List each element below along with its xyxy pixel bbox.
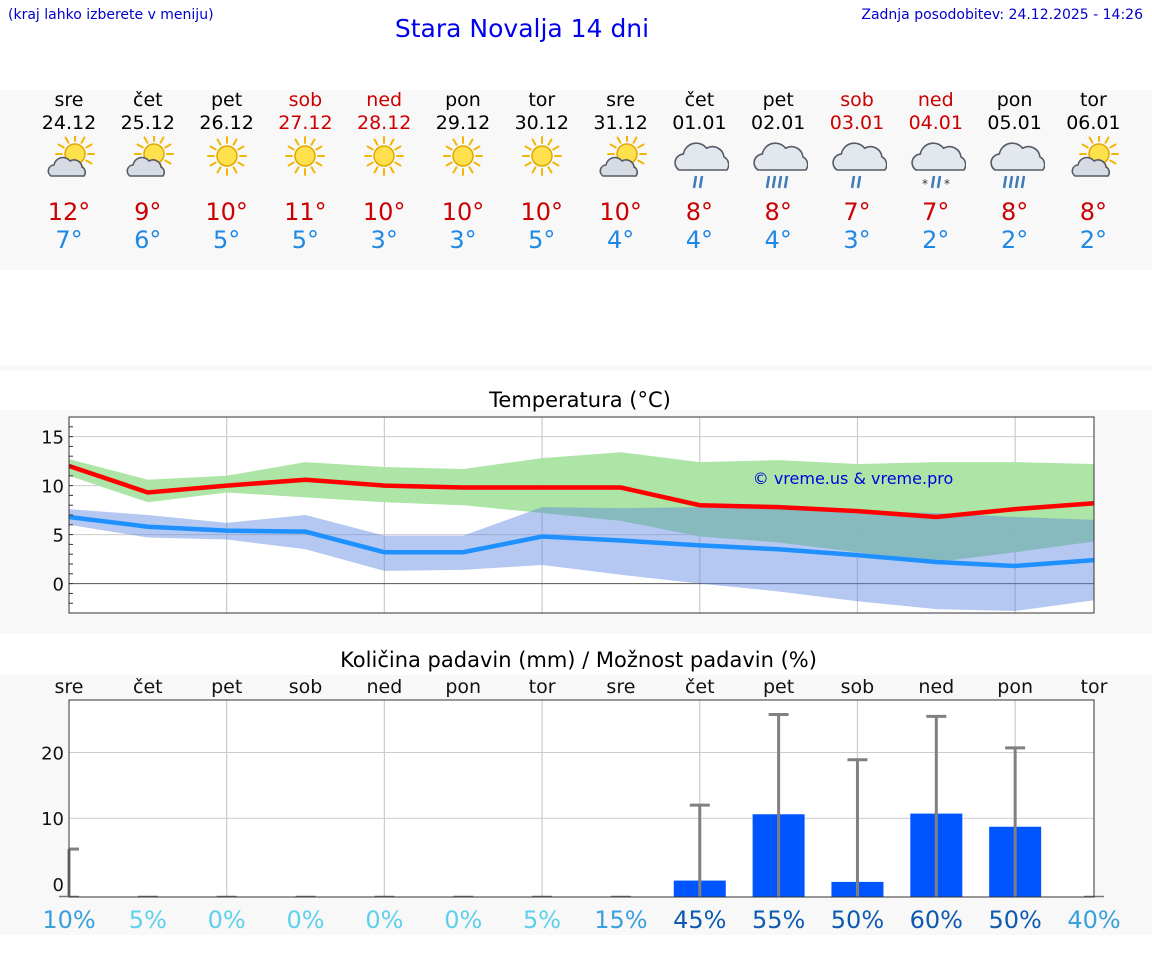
temp-min: 3°	[843, 226, 871, 254]
sun-icon	[206, 136, 247, 176]
temp-min: 5°	[528, 226, 556, 254]
temp-min: 2°	[922, 226, 950, 254]
temp-max: 10°	[205, 198, 248, 226]
day-name: čet	[133, 89, 163, 111]
temp-min: 4°	[606, 226, 635, 254]
sun-icon	[285, 136, 326, 176]
sleet-icon: * *	[911, 142, 966, 191]
temp-min: 2°	[1000, 226, 1029, 254]
day-date: 02.01	[750, 112, 806, 134]
temp-max: 8°	[764, 198, 792, 226]
day-name: čet	[684, 89, 715, 111]
day-name: tor	[1079, 89, 1107, 111]
day-date: 05.01	[987, 112, 1042, 134]
svg-text:*: *	[922, 177, 928, 191]
last-updated: Zadnja posodobitev: 24.12.2025 - 14:26	[861, 7, 1143, 23]
heavy-rain-icon	[753, 142, 809, 189]
temp-min: 5°	[212, 226, 241, 254]
day-date: 06.01	[1066, 112, 1121, 134]
precipitation-panel	[0, 675, 1152, 935]
temp-min: 3°	[449, 226, 477, 254]
day-name: pon	[996, 89, 1033, 111]
page-title: Stara Novalja 14 dni	[394, 14, 650, 43]
day-name: tor	[528, 89, 556, 111]
partly-sunny-icon	[599, 136, 647, 177]
heavy-rain-icon	[989, 142, 1045, 189]
day-name: ned	[917, 89, 954, 111]
day-date: 29.12	[435, 112, 491, 134]
temp-max: 8°	[1000, 198, 1029, 226]
temp-max: 7°	[843, 198, 871, 226]
temperature-panel	[0, 410, 1152, 634]
temp-min: 2°	[1079, 226, 1108, 254]
temp-min: 4°	[764, 226, 792, 254]
day-date: 27.12	[278, 112, 333, 134]
day-name: sob	[288, 89, 323, 111]
sun-icon	[443, 136, 483, 176]
rain-icon	[674, 142, 730, 189]
day-date: 24.12	[41, 112, 97, 134]
day-date: 25.12	[120, 112, 175, 134]
temp-max: 8°	[685, 198, 714, 226]
temp-min: 5°	[291, 226, 320, 254]
temp-min: 6°	[134, 226, 162, 254]
temp-max: 11°	[284, 198, 327, 226]
temp-max: 7°	[922, 198, 950, 226]
day-date: 31.12	[593, 112, 648, 134]
forecast-strip	[0, 90, 1152, 270]
day-name: pon	[445, 89, 481, 111]
day-name: sre	[606, 89, 636, 111]
temp-max: 10°	[362, 198, 406, 226]
day-name: pet	[762, 89, 794, 111]
partly-sunny-icon	[126, 136, 174, 177]
day-date: 01.01	[672, 112, 727, 134]
temp-max: 12°	[47, 198, 91, 226]
day-date: 30.12	[514, 112, 569, 134]
temp-max: 8°	[1079, 198, 1108, 226]
day-name: sob	[840, 89, 874, 111]
location-hint[interactable]: (kraj lahko izberete v meniju)	[8, 7, 214, 23]
day-date: 03.01	[829, 112, 885, 134]
sun-icon	[364, 136, 405, 176]
sun-icon	[521, 136, 562, 176]
day-date: 26.12	[199, 112, 254, 134]
partly-sunny-icon	[47, 136, 95, 177]
precipitation-title: Količina padavin (mm) / Možnost padavin …	[340, 648, 817, 672]
temp-min: 4°	[685, 226, 714, 254]
day-name: pet	[210, 89, 243, 111]
day-name: sre	[54, 89, 84, 111]
partly-sunny-icon	[1071, 136, 1120, 177]
temp-max: 10°	[441, 198, 485, 226]
divider-band	[0, 365, 1152, 371]
temp-min: 7°	[55, 226, 83, 254]
day-date: 04.01	[908, 112, 963, 134]
temperature-title: Temperatura (°C)	[489, 388, 671, 412]
rain-icon	[832, 142, 887, 189]
day-date: 28.12	[356, 112, 412, 134]
temp-max: 9°	[134, 198, 162, 226]
temp-min: 3°	[370, 226, 398, 254]
temp-max: 10°	[599, 198, 642, 226]
temp-max: 10°	[520, 198, 564, 226]
day-name: ned	[366, 89, 403, 111]
svg-text:*: *	[944, 177, 950, 191]
